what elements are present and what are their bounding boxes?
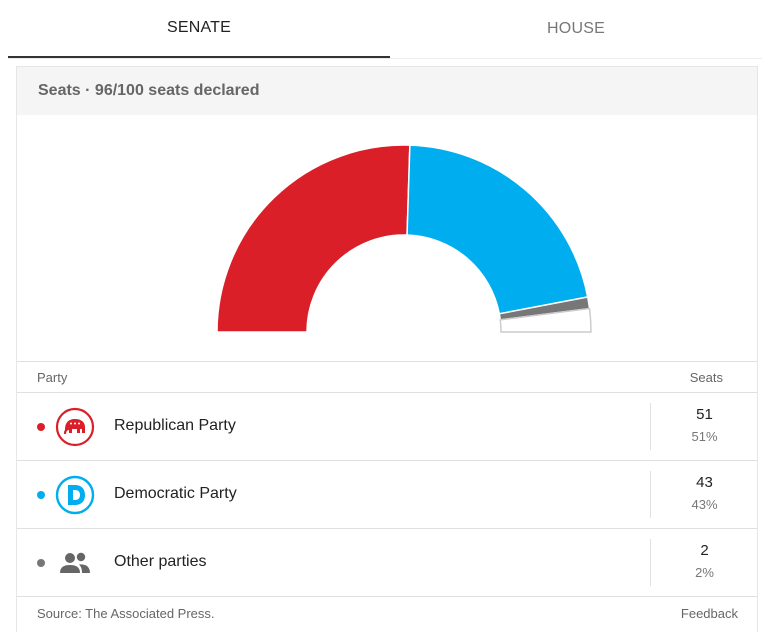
slice-undeclared [499, 307, 592, 333]
seats-card: Seats · 96/100 seats declared Party Seat… [17, 67, 757, 632]
seat-percent: 51% [691, 429, 718, 444]
party-column-header: Party [37, 370, 68, 385]
seats-declared-title: Seats · 96/100 seats declared [38, 82, 260, 99]
seat-count: 43 [696, 474, 713, 491]
slice-republican-party [216, 144, 411, 333]
tab-senate[interactable]: SENATE [8, 0, 390, 58]
seat-count: 51 [696, 406, 713, 423]
seat-count: 2 [700, 542, 709, 559]
feedback-link[interactable]: Feedback [680, 606, 738, 621]
party-name: Republican Party [114, 417, 236, 434]
seats-column-header: Seats [689, 370, 723, 385]
democratic-color-dot [37, 491, 45, 499]
seat-chart [17, 115, 757, 361]
table-header: Party Seats [17, 361, 757, 393]
table-row-democratic: Democratic Party 43 43% [17, 461, 757, 529]
table-row-other: Other parties 2 2% [17, 529, 757, 597]
seats-cell: 43 43% [650, 471, 758, 518]
chamber-tabs: SENATE HOUSE [8, 0, 762, 59]
half-donut-chart [216, 144, 592, 333]
republican-color-dot [37, 423, 45, 431]
card-footer: Source: The Associated Press. Feedback [17, 598, 757, 632]
democrat-d-icon [55, 475, 95, 515]
seat-percent: 43% [691, 497, 718, 512]
republican-elephant-icon [55, 407, 95, 447]
table-row-republican: Republican Party 51 51% [17, 393, 757, 461]
source-note: Source: The Associated Press. [37, 606, 215, 621]
party-name: Other parties [114, 553, 207, 570]
other-color-dot [37, 559, 45, 567]
seat-percent: 2% [695, 565, 714, 580]
slice-democratic-party [406, 144, 589, 315]
party-name: Democratic Party [114, 485, 237, 502]
party-table: Party Seats Republican Party 51 51% [17, 361, 757, 597]
seats-cell: 2 2% [650, 539, 758, 586]
card-header: Seats · 96/100 seats declared [17, 67, 757, 115]
seats-cell: 51 51% [650, 403, 758, 450]
people-icon [60, 552, 90, 573]
tab-house[interactable]: HOUSE [547, 20, 605, 37]
